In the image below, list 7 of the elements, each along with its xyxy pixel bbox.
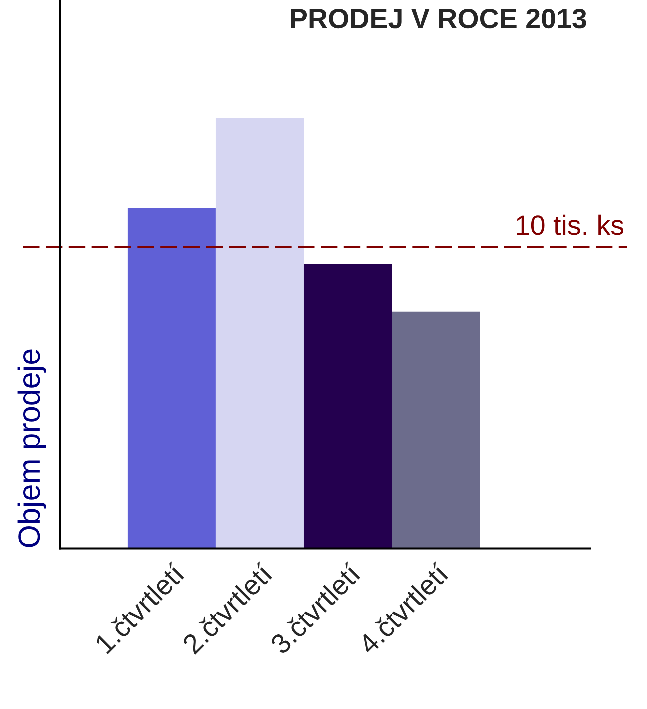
- y-axis-title: Objem prodeje: [18, 350, 46, 548]
- bar: [304, 264, 392, 549]
- ref-line-label: 10 tis. ks: [517, 214, 624, 236]
- bar: [392, 312, 480, 549]
- bar: [128, 208, 216, 549]
- chart-title: PRODEJ V ROCE 2013: [291, 8, 586, 29]
- bar: [216, 118, 304, 549]
